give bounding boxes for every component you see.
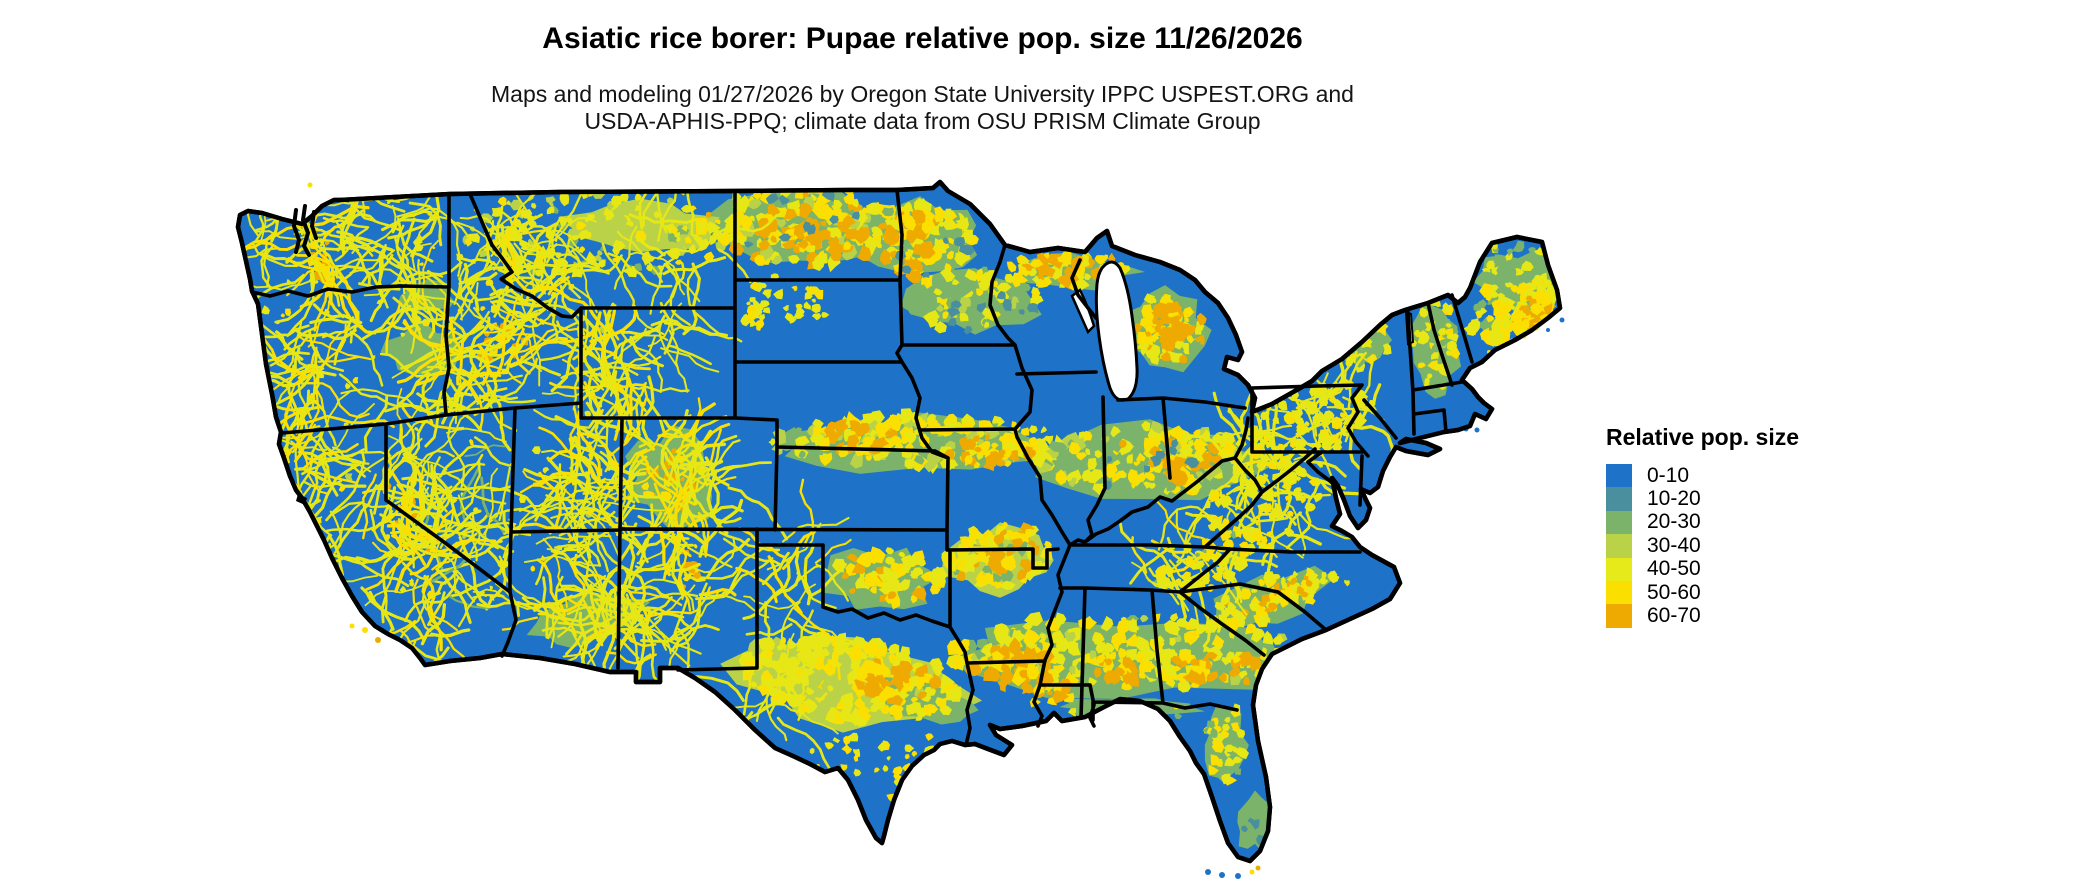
legend-swatch (1606, 510, 1632, 535)
legend-row: 20-30 (1606, 510, 1799, 535)
legend-row: 30-40 (1606, 533, 1799, 558)
legend-row: 50-60 (1606, 580, 1799, 605)
green-bay (1070, 288, 1096, 335)
legend-label: 50-60 (1647, 580, 1701, 604)
legend: Relative pop. size 0-10 10-20 20-30 30-40 40… (1606, 424, 1799, 628)
legend-label: 10-20 (1647, 487, 1701, 511)
legend-swatch (1606, 604, 1632, 628)
legend-label: 40-50 (1647, 557, 1701, 581)
legend-label: 20-30 (1647, 510, 1701, 534)
legend-swatch (1606, 580, 1632, 605)
legend-row: 0-10 (1606, 463, 1799, 488)
great-lakes (1070, 260, 1415, 402)
legend-rows: 0-10 10-20 20-30 30-40 40-50 50-60 60-70 (1606, 464, 1799, 628)
legend-swatch (1606, 557, 1632, 581)
legend-row: 40-50 (1606, 557, 1799, 581)
map-subtitle: Maps and modeling 01/27/2026 by Oregon S… (491, 81, 1354, 134)
legend-title: Relative pop. size (1606, 424, 1800, 450)
map-title: Asiatic rice borer: Pupae relative pop. … (542, 22, 1303, 55)
legend-row: 60-70 (1606, 604, 1799, 628)
legend-label: 60-70 (1647, 604, 1701, 628)
legend-row: 10-20 (1606, 487, 1799, 511)
legend-swatch (1606, 487, 1632, 511)
legend-swatch (1606, 464, 1632, 488)
legend-label: 30-40 (1647, 533, 1701, 557)
legend-swatch (1606, 534, 1632, 558)
legend-label: 0-10 (1647, 463, 1690, 487)
